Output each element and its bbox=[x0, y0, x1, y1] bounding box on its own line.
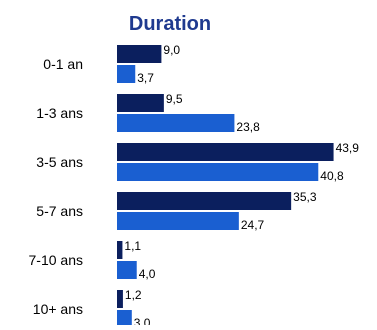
bar-1-3-ans-series-2 bbox=[117, 114, 235, 132]
value-label-5-7-ans-series-2: 24,7 bbox=[241, 218, 265, 232]
value-label-1-3-ans-series-2: 23,8 bbox=[236, 120, 260, 134]
category-label-0-1-an: 0-1 an bbox=[43, 56, 83, 72]
category-label-7-10-ans: 7-10 ans bbox=[29, 252, 83, 268]
value-labels: 9,0 3,7 9,5 23,8 43,9 40,835,3 24,7 1,1 4,0 1,2 3,… bbox=[124, 43, 360, 330]
value-label-5-7-ans-series-1: 35,3 bbox=[293, 190, 317, 204]
value-label-7-10-ans-series-2: 4,0 bbox=[139, 267, 156, 281]
bar-0-1-an-series-2 bbox=[117, 65, 136, 83]
bars bbox=[117, 45, 334, 328]
category-label-1-3-ans: 1-3 ans bbox=[36, 105, 83, 121]
value-label-3-5-ans-series-2: 40,8 bbox=[320, 169, 344, 183]
category-labels: 0-1 an 1-3 ans 3-5 ans 5-7 ans 7-10 ans 10+ a… bbox=[29, 56, 83, 317]
bar-3-5-ans-series-2 bbox=[117, 163, 319, 181]
value-label-0-1-an-series-1: 9,0 bbox=[163, 43, 180, 57]
value-label-1-3-ans-series-1: 9,5 bbox=[166, 92, 183, 106]
bar-7-10-ans-series-1 bbox=[117, 241, 123, 259]
value-label-0-1-an-series-2: 3,7 bbox=[137, 71, 154, 85]
bar-5-7-ans-series-2 bbox=[117, 212, 239, 230]
value-label-10-ans-series-2: 3,0 bbox=[134, 316, 151, 325]
bar-0-1-an-series-1 bbox=[117, 45, 162, 63]
chart-title: Duration bbox=[129, 13, 211, 35]
bar-5-7-ans-series-1 bbox=[117, 192, 292, 210]
bar-10-ans-series-2 bbox=[117, 310, 132, 328]
value-label-7-10-ans-series-1: 1,1 bbox=[124, 239, 141, 253]
category-label-10-ans: 10+ ans bbox=[33, 301, 83, 317]
bar-10-ans-series-1 bbox=[117, 290, 123, 308]
value-label-10-ans-series-1: 1,2 bbox=[125, 288, 142, 302]
category-label-3-5-ans: 3-5 ans bbox=[36, 154, 83, 170]
bar-3-5-ans-series-1 bbox=[117, 143, 334, 161]
bar-1-3-ans-series-1 bbox=[117, 94, 164, 112]
bar-7-10-ans-series-2 bbox=[117, 261, 137, 279]
value-label-3-5-ans-series-1: 43,9 bbox=[336, 141, 360, 155]
category-label-5-7-ans: 5-7 ans bbox=[36, 203, 83, 219]
